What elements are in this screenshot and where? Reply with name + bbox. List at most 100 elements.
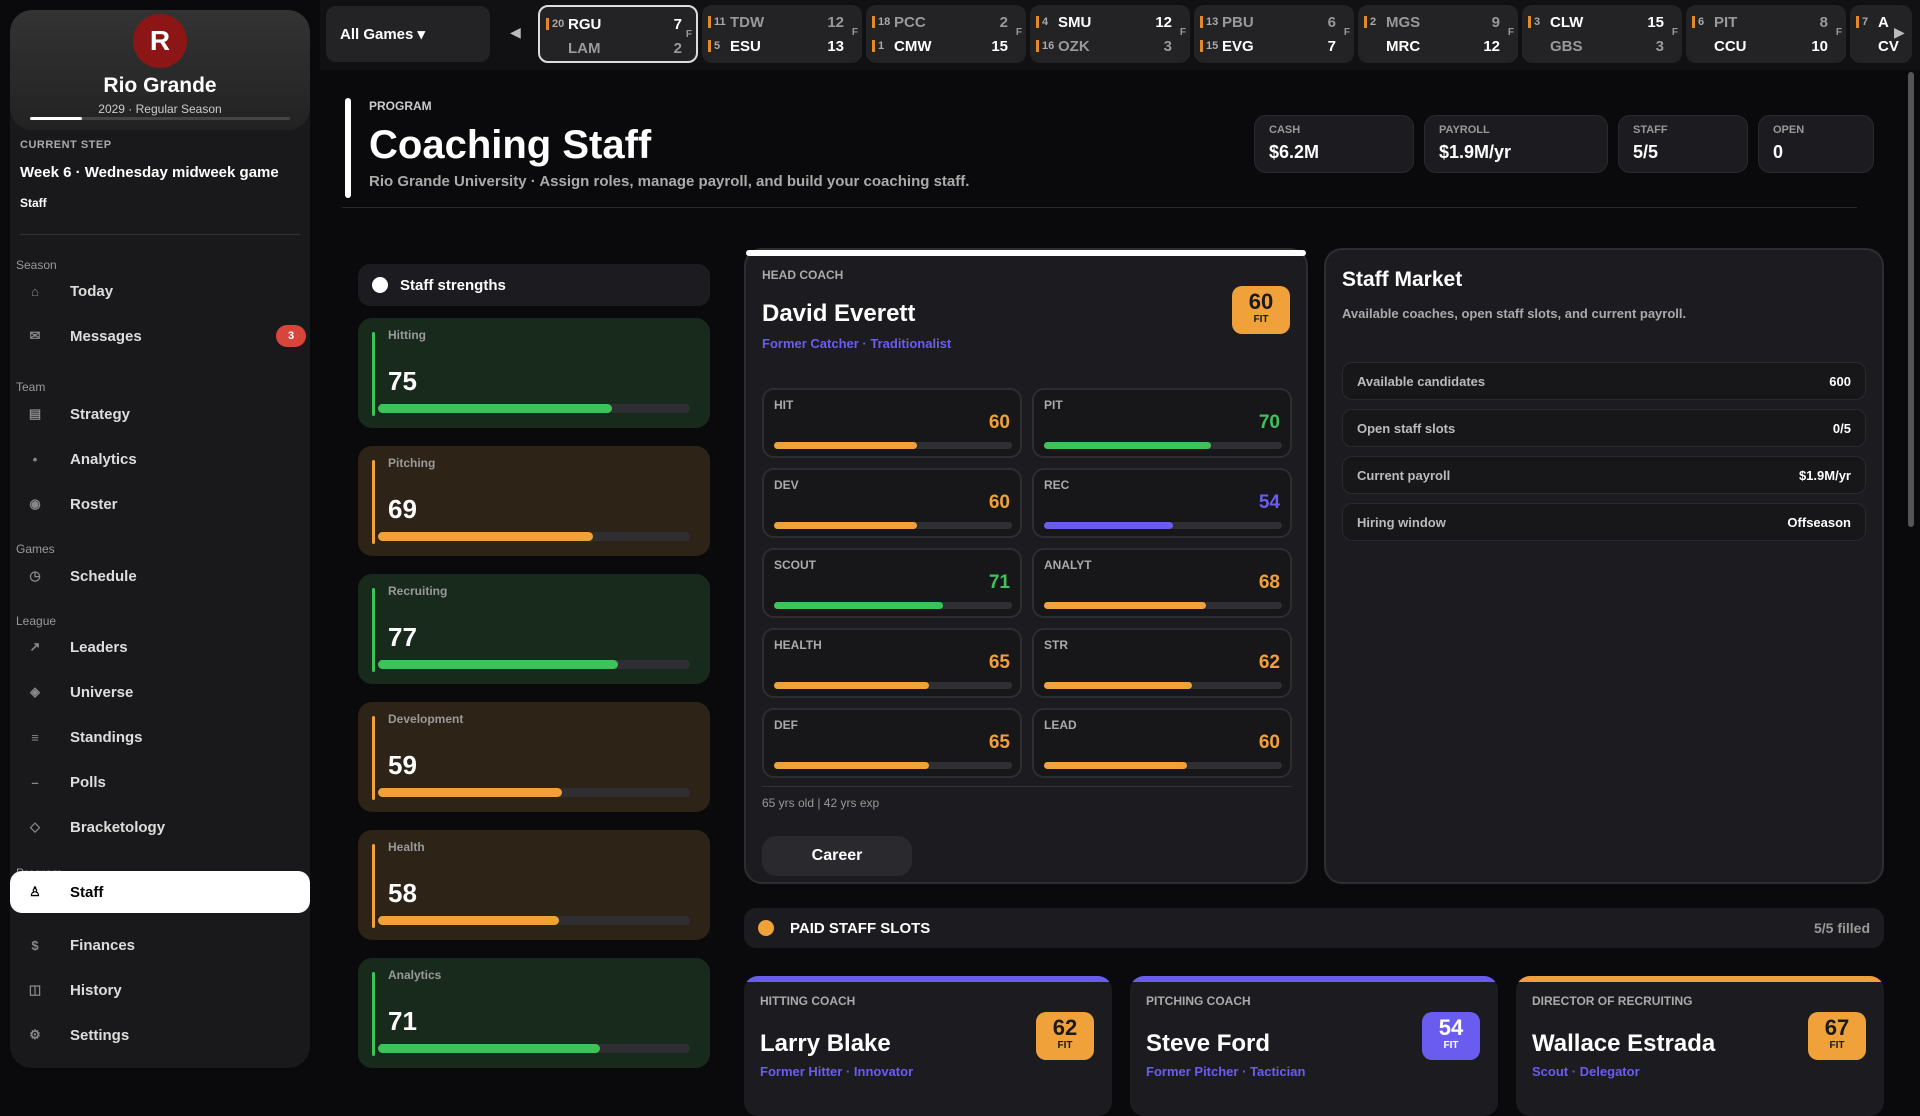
score-card[interactable]: 11 TDW 12 5 ESU 13 F: [702, 5, 862, 63]
staff-slot-card[interactable]: HITTING COACH Larry Blake Former Hitter · …: [744, 976, 1112, 1116]
attribute-value: 68: [1258, 572, 1280, 593]
fit-value: 62: [1052, 1015, 1078, 1040]
attribute-card: DEV 60: [762, 468, 1022, 538]
attribute-value: 65: [988, 652, 1010, 673]
team-score: 2: [999, 13, 1008, 31]
head-coach-name[interactable]: David Everett: [762, 300, 916, 327]
fit-label: FIT: [1443, 1040, 1459, 1051]
score-card[interactable]: 6 PIT 8 CCU 10 F: [1686, 5, 1846, 63]
team-rank: 1: [872, 40, 894, 52]
paid-filled: 5/5 filled: [1813, 920, 1870, 936]
attribute-label: HIT: [774, 398, 794, 412]
nav-history[interactable]: ◫ History: [10, 969, 310, 1011]
score-card[interactable]: 13 PBU 6 15 EVG 7 F: [1194, 5, 1354, 63]
staff-slot-card[interactable]: DIRECTOR OF RECRUITING Wallace Estrada Sco…: [1516, 976, 1884, 1116]
nav-standings[interactable]: ≡ Standings: [10, 716, 310, 758]
strength-bar: [378, 660, 690, 669]
games-filter-dropdown[interactable]: All Games ▾: [326, 6, 490, 62]
fit-label: FIT: [1829, 1040, 1845, 1051]
nav-messages[interactable]: ✉ Messages 3: [10, 315, 310, 357]
attribute-label: HEALTH: [774, 638, 822, 652]
game-status: F: [1835, 27, 1842, 38]
market-row-label: Open staff slots: [1357, 420, 1456, 436]
attribute-card: HEALTH 65: [762, 628, 1022, 698]
nav-strategy[interactable]: ▤ Strategy: [10, 393, 310, 435]
nav-settings[interactable]: ⚙ Settings: [10, 1014, 310, 1056]
kpi-cash: CASH $6.2M: [1254, 115, 1414, 173]
strength-value: 59: [388, 750, 417, 780]
strength-card: Pitching 69: [358, 446, 710, 556]
staff-slot-card[interactable]: PITCHING COACH Steve Ford Former Pitcher ·…: [1130, 976, 1498, 1116]
career-button[interactable]: Career: [762, 836, 912, 876]
nav-staff[interactable]: ♙ Staff: [10, 871, 310, 913]
team-rank: 4: [1036, 16, 1058, 28]
attribute-value: 71: [988, 572, 1010, 593]
page-subtitle: Rio Grande University · Assign roles, ma…: [369, 173, 970, 190]
team-card[interactable]: R Rio Grande 2029 · Regular Season: [10, 10, 310, 130]
team-score: 15: [1647, 13, 1664, 31]
nav-analytics[interactable]: • Analytics: [10, 438, 310, 480]
slot-meta: Former Hitter · Innovator: [760, 1064, 914, 1079]
circle-icon: ◉: [29, 496, 41, 511]
team-abbr: CLW: [1550, 13, 1584, 31]
scores-next-arrow-icon[interactable]: ▶: [1894, 24, 1905, 40]
nav-today[interactable]: ⌂ Today: [10, 270, 310, 312]
nav-group-league: League: [16, 614, 57, 628]
score-card[interactable]: 7 A CV: [1850, 5, 1912, 63]
scrollbar[interactable]: [1908, 72, 1914, 527]
attribute-label: DEF: [774, 718, 798, 732]
season-progress: [30, 117, 290, 120]
team-score: 6: [1327, 13, 1336, 31]
nav-schedule[interactable]: ◷ Schedule: [10, 555, 310, 597]
team-abbr: TDW: [730, 13, 765, 31]
nav-label: Settings: [70, 1026, 130, 1044]
team-abbr: RGU: [568, 15, 602, 33]
head-coach-card: HEAD COACH David Everett Former Catcher …: [744, 248, 1308, 884]
scores-prev-arrow-icon[interactable]: ◀: [510, 24, 521, 40]
nav-roster[interactable]: ◉ Roster: [10, 483, 310, 525]
score-card[interactable]: 2 MGS 9 MRC 12 F: [1358, 5, 1518, 63]
nav-bracketology[interactable]: ◇ Bracketology: [10, 806, 310, 848]
attribute-bar: [774, 682, 1012, 689]
slot-name: Larry Blake: [760, 1030, 891, 1057]
team-abbr: A: [1878, 13, 1889, 31]
attribute-bar: [774, 602, 1012, 609]
nav-finances[interactable]: $ Finances: [10, 924, 310, 966]
slot-accent: [744, 976, 1112, 982]
team-name: Rio Grande: [103, 74, 217, 97]
kpi-payroll: PAYROLL $1.9M/yr: [1424, 115, 1608, 173]
market-row-value: 600: [1829, 373, 1851, 389]
market-row: Hiring window Offseason: [1342, 503, 1866, 541]
slot-name: Wallace Estrada: [1532, 1030, 1716, 1057]
team-abbr: SMU: [1058, 13, 1092, 31]
archive-icon: ◫: [28, 982, 42, 997]
score-card[interactable]: 20 RGU 7 LAM 2 F: [538, 5, 698, 63]
team-rank: 5: [708, 40, 730, 52]
strength-bar: [378, 404, 690, 413]
team-rank: 6: [1692, 16, 1714, 28]
attribute-label: LEAD: [1044, 718, 1077, 732]
nav-universe[interactable]: ◈ Universe: [10, 671, 310, 713]
team-rank: 15: [1200, 40, 1222, 52]
score-card[interactable]: 4 SMU 12 16 OZK 3 F: [1030, 5, 1190, 63]
strength-accent: [372, 460, 375, 544]
game-status: F: [1507, 27, 1514, 38]
score-card[interactable]: 3 CLW 15 GBS 3 F: [1522, 5, 1682, 63]
nav-label: Strategy: [70, 405, 131, 423]
team-score: 3: [1655, 37, 1664, 55]
kpi-label: CASH: [1269, 124, 1301, 136]
attribute-label: SCOUT: [774, 558, 816, 572]
slot-name: Steve Ford: [1146, 1030, 1271, 1057]
paid-title: PAID STAFF SLOTS: [790, 919, 931, 937]
strength-card: Development 59: [358, 702, 710, 812]
list-icon: ≡: [31, 729, 39, 745]
divider: [20, 234, 300, 235]
market-row-value: Offseason: [1787, 514, 1851, 530]
score-card[interactable]: 18 PCC 2 1 CMW 15 F: [866, 5, 1026, 63]
dot-icon: [758, 920, 774, 936]
game-status: F: [1343, 27, 1350, 38]
strength-label: Health: [388, 840, 425, 854]
nav-polls[interactable]: – Polls: [10, 761, 310, 803]
nav-leaders[interactable]: ↗ Leaders: [10, 626, 310, 668]
team-score: 10: [1811, 37, 1828, 55]
